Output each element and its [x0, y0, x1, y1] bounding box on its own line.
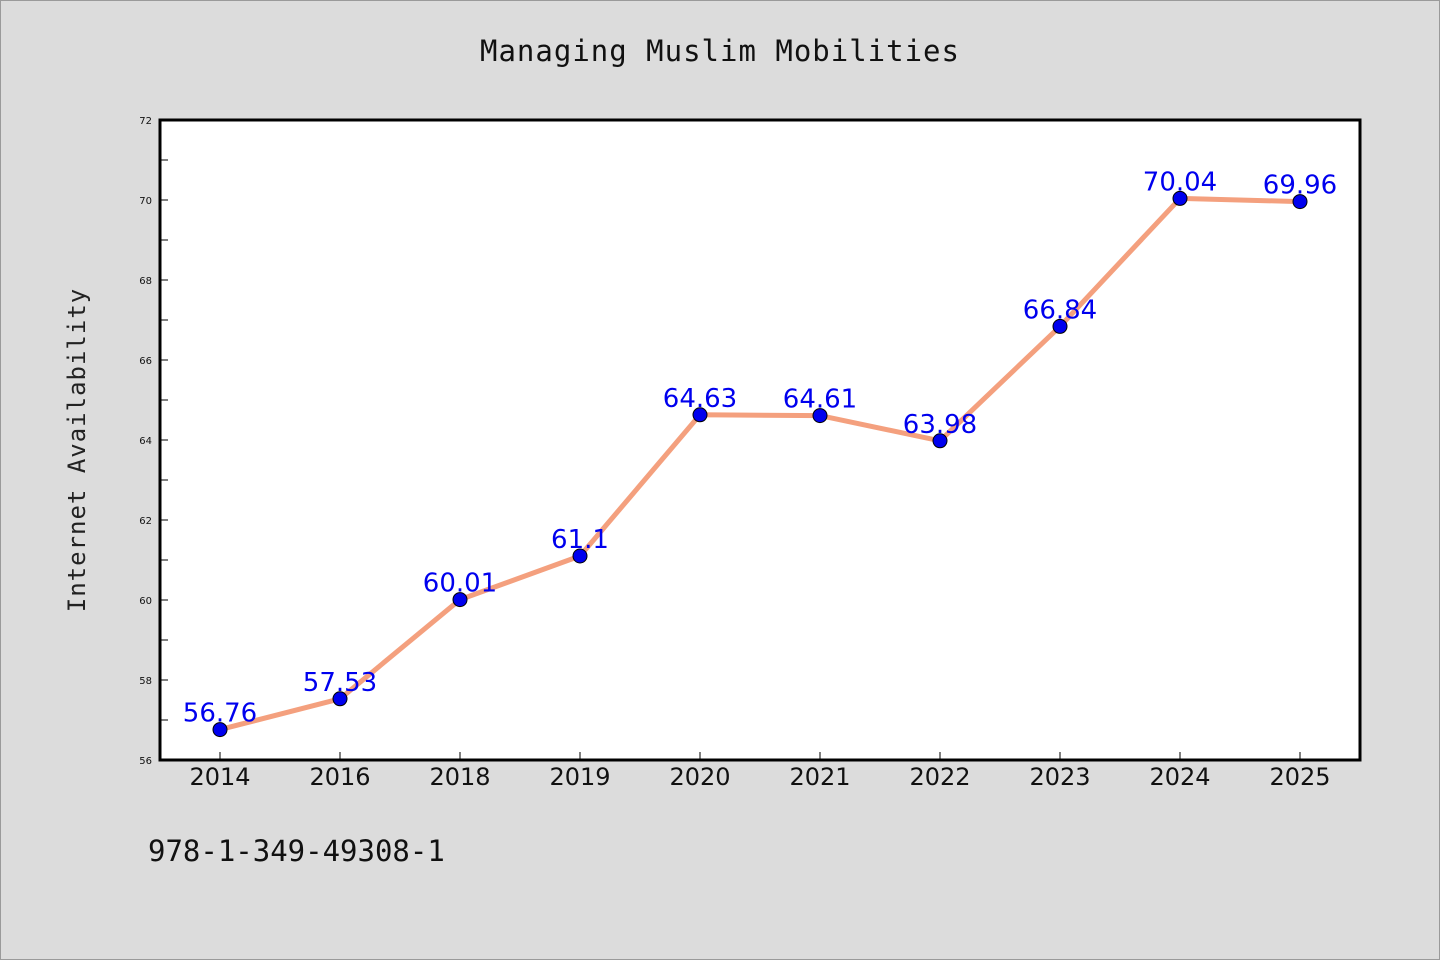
- data-point: [1172, 190, 1188, 206]
- data-point: [452, 592, 468, 608]
- data-point: [812, 408, 828, 424]
- data-point: [332, 691, 348, 707]
- series-layer: 56.76 57.53 60.01 61.1 64.63 64.61 63.98 66.84 7…: [183, 167, 1337, 738]
- data-label: 57.53: [303, 668, 377, 698]
- data-label: 64.63: [663, 384, 737, 414]
- x-tick-label: 2018: [429, 763, 490, 791]
- x-axis: 2014 2016 2018 2019 2020 2021 2022 2023 2024 2025: [189, 752, 1331, 791]
- chart-title: Managing Muslim Mobilities: [480, 34, 960, 68]
- data-label: 61.1: [551, 525, 609, 555]
- y-tick-label: 62: [139, 516, 152, 527]
- x-tick-label: 2023: [1029, 763, 1090, 791]
- x-tick-label: 2022: [909, 763, 970, 791]
- data-point: [692, 407, 708, 423]
- x-tick-label: 2014: [189, 763, 250, 791]
- x-tick-label: 2025: [1269, 763, 1330, 791]
- data-label: 70.04: [1143, 167, 1217, 197]
- y-tick-label: 58: [139, 676, 152, 687]
- y-tick-label: 60: [139, 596, 152, 607]
- data-point: [572, 548, 588, 564]
- isbn-annotation: 978-1-349-49308-1: [148, 834, 445, 868]
- x-tick-label: 2020: [669, 763, 730, 791]
- y-axis: 56 58 60 62 64 66 68 70 72: [139, 116, 168, 767]
- series-line: [217, 195, 1303, 733]
- data-label: 63.98: [903, 410, 977, 440]
- x-tick-label: 2021: [789, 763, 850, 791]
- y-tick-label: 66: [139, 356, 152, 367]
- x-tick-label: 2016: [309, 763, 370, 791]
- y-tick-label: 70: [139, 196, 152, 207]
- data-label: 60.01: [423, 569, 497, 599]
- data-point: [212, 722, 228, 738]
- data-label: 69.96: [1263, 171, 1337, 201]
- plot-area: [158, 118, 1362, 762]
- x-tick-label: 2019: [549, 763, 610, 791]
- data-label: 66.84: [1023, 295, 1097, 325]
- y-tick-label: 72: [139, 116, 152, 127]
- y-tick-label: 56: [139, 756, 152, 767]
- data-point: [932, 433, 948, 449]
- y-tick-label: 64: [139, 436, 152, 447]
- x-tick-label: 2024: [1149, 763, 1210, 791]
- data-point: [1292, 194, 1308, 210]
- data-point: [1052, 318, 1068, 334]
- y-tick-label: 68: [139, 276, 152, 287]
- data-label: 56.76: [183, 699, 257, 729]
- data-label: 64.61: [783, 385, 857, 415]
